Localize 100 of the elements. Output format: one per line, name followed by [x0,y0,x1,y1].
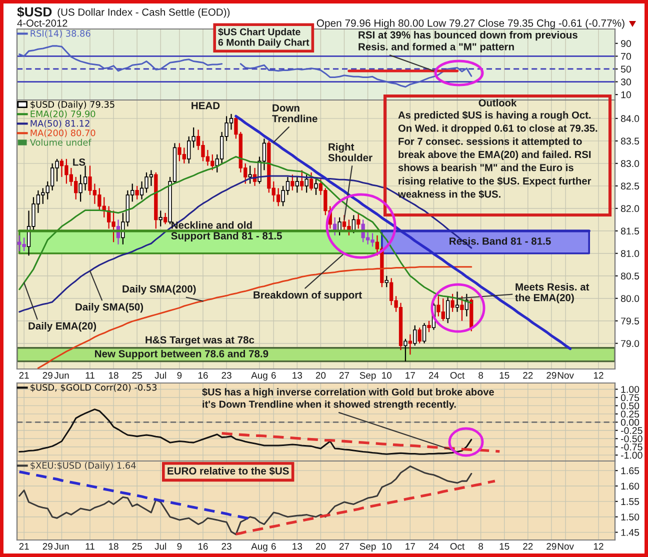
x-tick-label: 11 [86,372,94,379]
x-tick-label: 20 [316,372,326,379]
x-tick-label: 16 [198,372,208,379]
y-tick-label: 0.50 [620,402,640,410]
x-tick-label: Nov [558,372,574,379]
x-tick-label: Sep [360,543,376,552]
x-tick-label: Jun [54,372,69,379]
annotation: $US Chart Update 6 Month Daily Chart [218,28,310,48]
y-tick-label: 70 [621,52,631,60]
y-tick-label: 80.5 [620,272,640,280]
annotation: Meets Resis. at the EMA(20) [515,283,590,304]
annotation: EURO relative to the $US [168,466,289,476]
y-tick-label: 81.0 [620,250,640,258]
y-tick-label: 83.5 [620,138,640,145]
y-tick-label: -0.25 [620,427,642,434]
x-tick-label: 9 [177,543,182,550]
x-tick-label: Aug [251,543,268,552]
annotation: Daily SMA(50) [76,303,144,313]
x-tick-label: 22 [523,543,533,550]
x-tick-label: 25 [132,372,142,379]
x-tick-label: 10 [382,543,392,550]
legend-label: RSI(14) 38.86 [30,30,90,38]
x-tick-label: 22 [523,372,533,379]
legend-label: $XEU:$USD (Daily) 1.64 [30,462,136,470]
y-tick-label: 84.0 [620,115,640,122]
x-tick-label: 21 [19,543,29,550]
y-tick-label: 79.5 [621,318,640,324]
x-tick-label: 12 [594,543,604,550]
y-tick-label: 30 [620,78,631,86]
text: Open 79.96 High 80.00 Low 79.27 Close 79.35 Chg -0.61 (-0.77%) [316,19,624,29]
x-tick-label: Oct [450,543,465,550]
legend-label: MA(50) 81.12 [30,120,90,128]
y-tick-label: 1.60 [621,482,640,490]
annotation: RSI at 39% has bounced down from previous Resis. and formed a "M" pattern [358,31,578,52]
legend-label: $USD (Daily) 79.35 [30,100,114,110]
x-tick-label: 27 [339,543,350,550]
y-tick-label: 82.0 [620,205,640,212]
x-tick-label: 17 [406,543,415,550]
annotation: Down Trendline [272,104,318,122]
x-tick-label: 17 [406,372,415,379]
x-tick-label: Oct [450,372,465,379]
x-tick-label: 8 [478,372,484,379]
annotation: H&S Target was at 78c [146,336,254,346]
annotation: HEAD [192,102,220,110]
x-tick-label: 24 [428,543,439,550]
y-tick-label: -1.00 [620,452,642,459]
chart-subtitle: (US Dollar Index - Cash Settle (EOD)) [58,8,230,18]
x-tick-label: 13 [292,372,302,379]
x-tick-label: 6 [271,372,276,379]
y-tick-label: 1.00 [621,386,640,393]
x-tick-label: Sep [360,372,376,381]
annotation: Resis. Band 81 - 81.5 [450,237,551,245]
x-tick-label: 29 [546,372,556,379]
x-tick-label: 29 [546,543,556,550]
x-tick-label: 23 [222,372,232,379]
x-tick-label: 27 [339,372,350,379]
y-tick-label: 0.75 [620,394,640,402]
y-tick-label: 81.5 [620,228,640,235]
x-tick-label: 13 [292,543,302,550]
y-tick-label: 80.0 [620,295,640,302]
chart-title: $USD [17,6,52,18]
legend-label: $USD, $GOLD Corr(20) -0.53 [30,384,157,392]
x-tick-label: 15 [500,543,510,550]
x-tick-label: 25 [132,543,142,550]
x-tick-label: 23 [222,543,232,550]
legend-label: EMA(20) 79.90 [30,110,96,118]
y-tick-label: 1.50 [621,514,640,520]
x-tick-label: 20 [316,543,326,550]
x-tick-label: 16 [198,543,208,550]
y-tick-label: 0.25 [620,410,640,418]
x-tick-label: 11 [86,543,94,550]
band-label: New Support between 78.6 and 78.9 [95,350,268,360]
x-tick-label: 6 [271,543,276,550]
annotation: Outlook As predicted $US is having a rough Oct. On Wed. it dropped 0.61 to close at 79.35. For 7 consec. sessions it attempted to break above the EMA(20) and failed. RSI shows a bearish "M" and the Euro is rising relative to the $US. Expect further weakness in the $US. [398,99,598,198]
y-tick-label: 1.55 [621,498,640,506]
x-tick-label: Jul [154,542,166,550]
x-tick-label: 9 [177,372,182,379]
x-tick-label: 15 [500,372,510,379]
y-tick-label: 79.0 [621,340,640,347]
y-tick-label: 50 [620,66,631,73]
annotation: Daily EMA(20) [28,322,96,332]
x-tick-label: Jun [54,543,69,550]
annotation: Breakdown of support [254,291,362,301]
annotation: LS [73,158,86,166]
x-tick-label: Jul [154,372,166,379]
x-tick-label: 24 [428,372,439,379]
x-tick-label: 8 [478,543,484,550]
x-tick-label: 29 [42,543,52,550]
x-tick-label: 12 [594,372,604,379]
legend-label: Volume undef [30,138,92,146]
annotation: $US has a high inverse correlation with Gold but broke above it's Down Trendline when it showed strength recently. [202,388,494,410]
legend-label: MA(200) 80.70 [30,129,96,138]
x-tick-label: 18 [108,372,118,379]
y-tick-label: 90 [621,40,631,48]
x-tick-label: 10 [382,372,392,379]
annotation: Daily SMA(200) [122,285,196,295]
y-tick-label: -0.50 [620,435,642,442]
y-tick-label: 82.5 [620,182,640,190]
x-tick-label: Nov [558,543,574,550]
annotation: Right Shoulder [328,143,372,162]
